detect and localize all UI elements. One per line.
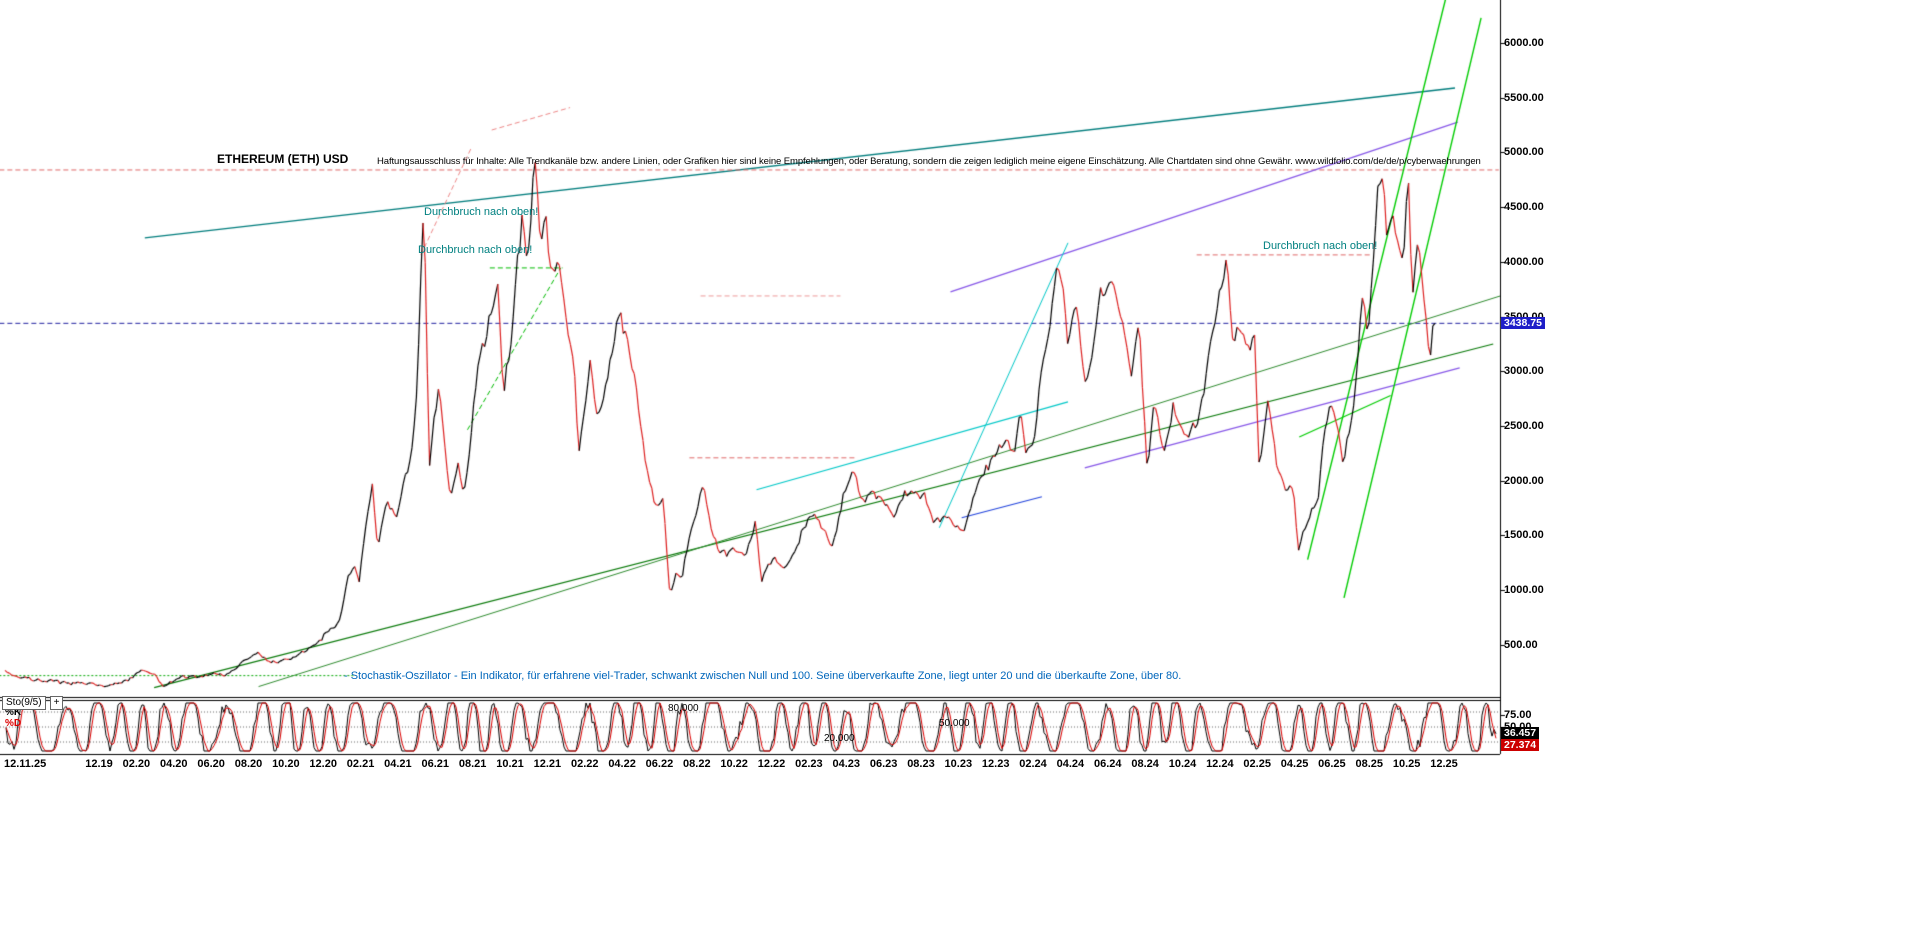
time-axis-label: 04.21 [384, 758, 412, 770]
percent-d-label: %D [5, 718, 22, 729]
price-axis-label: 500.00 [1504, 638, 1538, 651]
time-axis-label: 08.25 [1355, 758, 1384, 770]
time-axis-label: 02.24 [1019, 758, 1047, 770]
time-axis-label: 10.24 [1168, 758, 1197, 770]
price-axis-label: 1500.00 [1504, 529, 1544, 542]
time-axis-label: 12.20 [309, 758, 337, 770]
breakout-annotation: Durchbruch nach oben! [418, 244, 533, 256]
time-axis-label: 12.19 [85, 758, 113, 770]
time-axis-label: 02.21 [346, 758, 375, 770]
time-axis-label: 12.24 [1206, 758, 1234, 770]
time-axis-label: 04.24 [1056, 758, 1085, 770]
time-axis-label: 04.23 [832, 758, 860, 770]
time-axis-label: 06.25 [1318, 758, 1346, 770]
price-axis-label: 2000.00 [1504, 474, 1544, 487]
time-axis-label: 10.25 [1392, 758, 1421, 770]
time-axis-label: 04.22 [608, 758, 636, 770]
time-axis-label: 12.21 [533, 758, 562, 770]
time-axis-label: 08.20 [234, 758, 263, 770]
stochastic-note: - Stochastik-Oszillator - Ein Indikator,… [344, 670, 1182, 682]
time-axis-label: 10.22 [720, 758, 748, 770]
price-axis-label: 2500.00 [1504, 420, 1544, 433]
osc-guide-label: 50.000 [939, 718, 970, 729]
d-value-badge: 27.374 [1501, 739, 1540, 751]
osc-guide-label: 80.000 [668, 703, 699, 714]
chart-title: ETHEREUM (ETH) USD [217, 152, 349, 166]
time-axis-label: 06.23 [869, 758, 898, 770]
time-axis-label: 06.24 [1093, 758, 1122, 770]
time-axis-label: 10.20 [272, 758, 300, 770]
current-price-badge: 3438.75 [1501, 317, 1545, 329]
time-axis-label: 08.22 [683, 758, 711, 770]
time-axis-label: 12.22 [757, 758, 786, 770]
time-axis-label: 06.22 [645, 758, 674, 770]
time-axis-label: 02.20 [122, 758, 151, 770]
time-axis-label: 06.20 [197, 758, 225, 770]
time-axis-label: 04.25 [1280, 758, 1309, 770]
price-axis-label: 3000.00 [1504, 365, 1544, 378]
percent-k-label: %K [5, 707, 22, 718]
time-axis-label: 08.24 [1131, 758, 1159, 770]
price-axis-label: 6000.00 [1504, 37, 1544, 49]
time-axis-label: 06.21 [421, 758, 450, 770]
k-value-badge: 36.457 [1501, 727, 1540, 739]
breakout-annotation: Durchbruch nach oben! [424, 206, 539, 218]
time-axis-label: 08.23 [907, 758, 935, 770]
disclaimer-text: Haftungsausschluss für Inhalte: Alle Tre… [377, 156, 1481, 167]
time-axis-label: 02.25 [1243, 758, 1271, 770]
time-axis-label: 12.23 [981, 758, 1010, 770]
indicator-settings-label[interactable]: Sto(9/5) [2, 696, 46, 710]
price-axis-label: 1000.00 [1504, 584, 1544, 597]
time-axis-label: 10.21 [496, 758, 524, 770]
price-axis-label: 4500.00 [1504, 201, 1544, 214]
add-indicator-button[interactable]: + [50, 696, 63, 710]
time-axis-label: 02.23 [795, 758, 823, 770]
osc-axis-label: 75.00 [1504, 708, 1532, 721]
price-axis-label: 4000.00 [1504, 255, 1544, 268]
osc-guide-label: 20.000 [824, 733, 855, 744]
time-axis-label: 02.22 [570, 758, 599, 770]
breakout-annotation: Durchbruch nach oben! [1263, 240, 1378, 252]
time-axis-label: 12.11.25 [4, 758, 47, 770]
time-axis-label: 08.21 [458, 758, 487, 770]
time-axis-label: 10.23 [944, 758, 973, 770]
time-axis-label: 12.25 [1430, 758, 1458, 770]
time-axis-label: 04.20 [159, 758, 188, 770]
price-axis-label: 5000.00 [1504, 146, 1544, 159]
price-axis-label: 5500.00 [1504, 91, 1544, 104]
